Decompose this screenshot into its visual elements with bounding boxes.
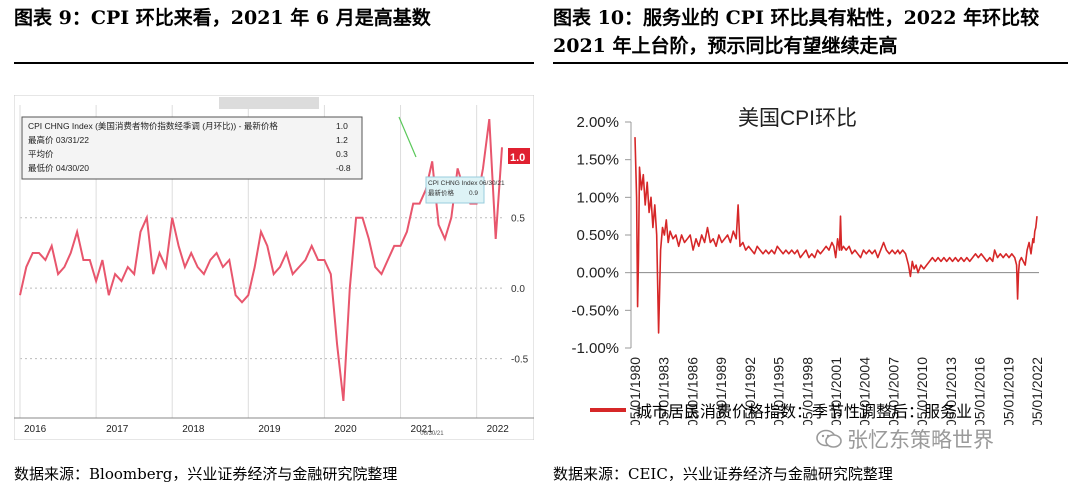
right-y-tick-label: -1.00% xyxy=(571,340,619,357)
left-x-sub-tick-label: 06/30/21 xyxy=(420,431,444,437)
right-title-rule xyxy=(553,62,1068,64)
right-x-tick-label: 05/01/2013 xyxy=(943,357,959,425)
right-y-tick-label: 0.00% xyxy=(576,265,619,282)
right-legend-swatch xyxy=(590,408,626,412)
right-x-tick-label: 05/01/2016 xyxy=(972,357,988,425)
right-series-line xyxy=(634,137,1038,334)
right-x-tick-label: 05/01/2001 xyxy=(828,357,844,425)
right-legend-label: 城市居民消费价格指数：季节性调整后：服务业 xyxy=(636,402,973,421)
left-x-tick-label: 2022 xyxy=(487,424,510,435)
left-y-tick-label: -0.5 xyxy=(511,355,529,366)
right-chart-title: 美国CPI环比 xyxy=(738,107,857,130)
left-legend-row-label: 最低价 04/30/20 xyxy=(28,163,89,173)
right-figure-title: 图表 10：服务业的 CPI 环比具有粘性，2022 年环比较 2021 年上台… xyxy=(553,7,1040,57)
left-y-tick-label: 0.0 xyxy=(511,284,525,295)
left-x-tick-label: 2019 xyxy=(258,424,281,435)
left-legend-row-value: 0.3 xyxy=(336,149,348,159)
annotation-label: CPI CHNG Index 06/30/21 xyxy=(428,180,505,187)
left-source: 数据来源：Bloomberg，兴业证券经济与金融研究院整理 xyxy=(14,465,398,483)
watermark: 张忆东策略世界 xyxy=(815,424,994,454)
annotation-sublabel: 最新价格 xyxy=(428,188,455,197)
right-y-tick-label: 2.00% xyxy=(576,114,619,131)
last-value-tag xyxy=(508,148,530,164)
right-x-tick-label: 05/01/2022 xyxy=(1029,357,1045,425)
right-x-tick-label: 05/01/2010 xyxy=(914,357,930,425)
right-x-tick-label: 05/01/1980 xyxy=(627,357,643,425)
right-x-tick-label: 05/01/1992 xyxy=(742,357,758,425)
right-x-tick-label: 05/01/2004 xyxy=(857,357,873,425)
wechat-icon xyxy=(816,429,842,448)
right-x-tick-label: 05/01/1989 xyxy=(713,357,729,425)
right-x-tick-label: 05/01/1995 xyxy=(771,357,787,425)
left-legend-box xyxy=(21,116,363,180)
left-x-tick-label: 2016 xyxy=(24,424,47,435)
annotation-box xyxy=(425,176,485,204)
left-legend-row-label: 最高价 03/31/22 xyxy=(28,135,89,145)
right-y-tick-label: 0.50% xyxy=(576,227,619,244)
left-legend-row-label: 平均价 xyxy=(28,149,54,159)
right-x-tick-label: 05/01/2019 xyxy=(1000,357,1016,425)
left-legend-row-label: CPI CHNG Index (美国消费者物价指数经季调 (月环比)) - 最新… xyxy=(28,121,278,131)
annotation-arrow xyxy=(398,116,417,158)
left-x-tick-label: 2017 xyxy=(106,424,129,435)
right-y-tick-label: 1.50% xyxy=(576,152,619,169)
left-legend-row-value: -0.8 xyxy=(336,163,351,173)
right-y-tick-label: -0.50% xyxy=(571,302,619,319)
left-x-tick-label: 2021 xyxy=(411,424,434,435)
right-x-tick-label: 05/01/1983 xyxy=(656,357,672,425)
left-x-tick-label: 2018 xyxy=(182,424,205,435)
right-y-tick-label: 1.00% xyxy=(576,189,619,206)
right-x-tick-label: 05/01/1998 xyxy=(799,357,815,425)
left-x-tick-label: 2020 xyxy=(334,424,357,435)
right-legend: 城市居民消费价格指数：季节性调整后：服务业 xyxy=(590,398,972,422)
left-chart: 2016 2017 2018 2019 2020 2021 2022 06/30/21 0.5… xyxy=(14,95,534,440)
left-legend-row-value: 1.2 xyxy=(336,135,348,145)
left-series-line xyxy=(19,118,503,402)
right-chart: 2.00% 1.50% 1.00% 0.50% 0.00% -0.50% -1.00% 05… xyxy=(571,107,1045,425)
left-figure-title: 图表 9：CPI 环比来看，2021 年 6 月是高基数 xyxy=(14,7,431,29)
toolbar-strip xyxy=(219,97,319,109)
last-value-tag-text: 1.0 xyxy=(510,152,525,164)
annotation-value: 0.9 xyxy=(469,190,478,197)
left-y-tick-label: 0.5 xyxy=(511,214,525,225)
left-legend-row-value: 1.0 xyxy=(336,121,348,131)
right-x-tick-label: 05/01/2007 xyxy=(885,357,901,425)
right-x-tick-label: 05/01/1986 xyxy=(684,357,700,425)
watermark-text: 张忆东策略世界 xyxy=(847,428,994,452)
left-title-rule xyxy=(14,62,534,64)
right-source: 数据来源：CEIC，兴业证券经济与金融研究院整理 xyxy=(553,465,893,483)
